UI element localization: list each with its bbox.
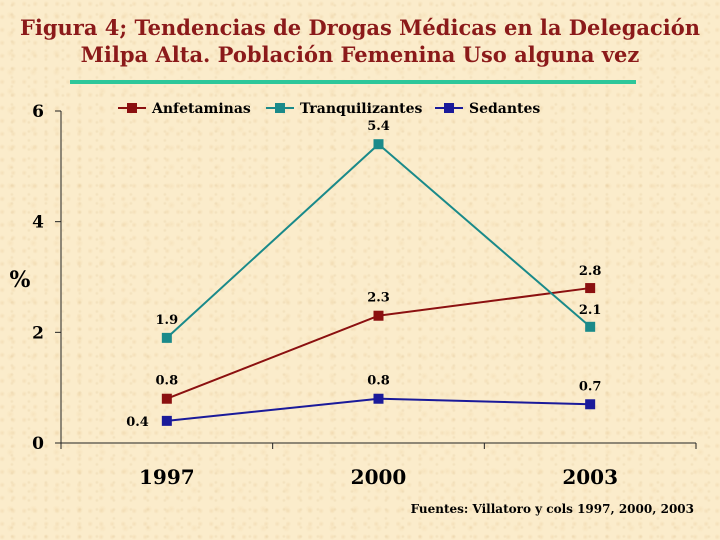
data-label-anfetaminas: 2.3 [367, 291, 390, 306]
x-tick-label: 1997 [139, 465, 195, 489]
y-axis-label: % [10, 267, 31, 293]
x-tick-label: 2003 [562, 465, 618, 489]
data-point-anfetaminas [373, 310, 384, 321]
data-point-sedantes [585, 399, 596, 410]
data-point-tranquilizantes [585, 321, 596, 332]
data-point-sedantes [161, 415, 172, 426]
chart-title-line-1: Figura 4; Tendencias de Drogas Médicas e… [19, 15, 701, 40]
data-label-anfetaminas: 0.8 [156, 374, 179, 389]
chart-title-line-2: Milpa Alta. Población Femenina Uso algun… [80, 42, 640, 67]
data-label-sedantes: 0.7 [579, 379, 602, 394]
data-label-tranquilizantes: 2.1 [579, 303, 602, 318]
legend-label-anfetaminas: Anfetaminas [151, 101, 251, 117]
data-label-tranquilizantes: 5.4 [367, 119, 390, 134]
source-note: Fuentes: Villatoro y cols 1997, 2000, 20… [410, 502, 694, 516]
data-point-sedantes [373, 393, 384, 404]
data-label-sedantes: 0.8 [367, 374, 390, 389]
legend-marker-anfetaminas [127, 103, 137, 113]
y-tick-label: 2 [32, 323, 44, 343]
data-point-tranquilizantes [161, 332, 172, 343]
chart-title: Figura 4; Tendencias de Drogas Médicas e… [0, 14, 720, 68]
legend-marker-sedantes [444, 103, 454, 113]
title-underline [70, 80, 636, 84]
y-tick-label: 0 [32, 434, 44, 454]
legend-marker-tranquilizantes [275, 103, 285, 113]
y-tick-label: 6 [32, 102, 44, 122]
data-label-tranquilizantes: 1.9 [156, 313, 179, 328]
data-point-anfetaminas [585, 283, 596, 294]
y-tick-label: 4 [32, 213, 44, 233]
data-point-anfetaminas [161, 393, 172, 404]
data-point-tranquilizantes [373, 139, 384, 150]
data-label-anfetaminas: 2.8 [579, 264, 602, 279]
series-line-tranquilizantes [166, 142, 591, 339]
legend-label-sedantes: Sedantes [469, 101, 540, 117]
x-tick-label: 2000 [351, 465, 407, 489]
legend-label-tranquilizantes: Tranquilizantes [300, 101, 423, 117]
data-label-sedantes: 0.4 [126, 415, 149, 430]
